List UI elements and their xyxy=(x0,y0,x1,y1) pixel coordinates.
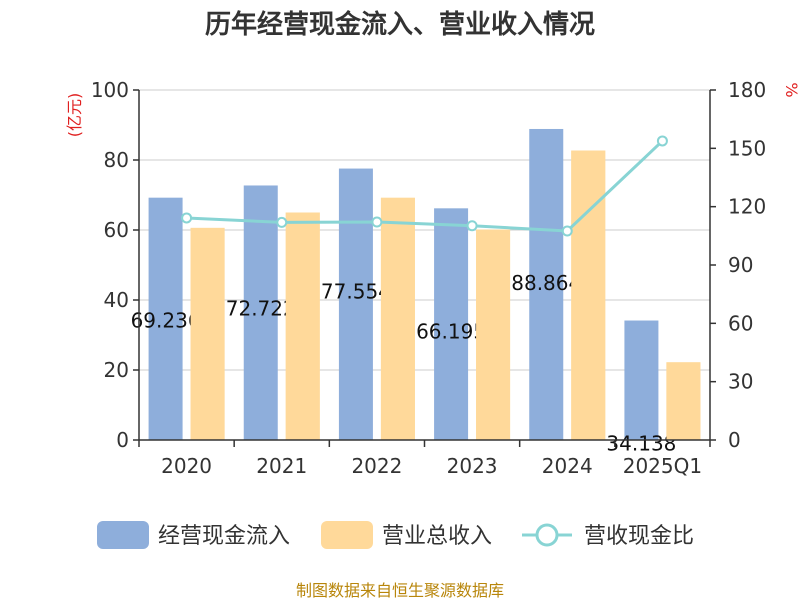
bar-cash-inflow-2022 xyxy=(338,168,373,440)
legend-swatch-ratio-marker xyxy=(535,523,559,547)
ratio-point-2022 xyxy=(371,216,383,228)
gridlines xyxy=(139,89,710,371)
legend: 经营现金流入 营业总收入 营收现金比 xyxy=(97,521,694,549)
ratio-point-2024 xyxy=(561,225,573,237)
legend-swatch-cash-inflow xyxy=(97,521,149,549)
right-tick-label: 60 xyxy=(728,311,753,335)
x-tick-label: 2021 xyxy=(256,454,307,478)
bar-revenue-overlay-2022 xyxy=(380,197,415,440)
left-tick-label: 60 xyxy=(104,218,129,242)
left-tick-label: 0 xyxy=(116,428,129,452)
left-tick-label: 20 xyxy=(104,358,129,382)
ratio-point-2020 xyxy=(181,212,193,224)
bar-cash-inflow-2023 xyxy=(434,208,469,440)
x-tick-label: 2023 xyxy=(447,454,498,478)
chart-title: 历年经营现金流入、营业收入情况 xyxy=(205,9,595,40)
bar-cash-inflow-2024 xyxy=(529,128,564,440)
right-tick-label: 90 xyxy=(728,253,753,277)
data-label-2023: 66.195 xyxy=(416,319,486,343)
right-tick-label: 180 xyxy=(728,78,766,102)
bar-cash-inflow-2025Q1 xyxy=(624,320,659,440)
legend-label-ratio: 营收现金比 xyxy=(584,524,694,549)
ratio-point-2025Q1 xyxy=(656,135,668,147)
data-label-2021: 72.722 xyxy=(226,296,296,320)
ratio-point-2021 xyxy=(276,216,288,228)
bar-revenue-overlay-2021 xyxy=(285,212,320,440)
legend-label-cash-inflow: 经营现金流入 xyxy=(158,524,290,549)
x-tick-label: 2022 xyxy=(351,454,402,478)
data-label-2022: 77.554 xyxy=(321,280,391,304)
ratio-line-path xyxy=(186,139,664,233)
bar-revenue-overlay-2023 xyxy=(476,229,511,440)
left-tick-label: 40 xyxy=(104,288,129,312)
bars xyxy=(148,128,701,441)
x-tick-label: 2025Q1 xyxy=(623,454,702,478)
bar-revenue-overlay-2025Q1 xyxy=(666,362,701,440)
data-labels: 69.236 72.722 77.554 66.195 88.864 34.138 xyxy=(131,150,701,456)
left-tick-label: 100 xyxy=(91,78,129,102)
data-label-2025Q1: 34.138 xyxy=(606,432,676,456)
right-tick-label: 150 xyxy=(728,136,766,160)
data-label-2020: 69.236 xyxy=(131,309,201,333)
right-tick-label: 120 xyxy=(728,195,766,219)
right-tick-label: 0 xyxy=(728,428,741,452)
left-axis-unit: (亿元) xyxy=(65,93,84,138)
left-tick-label: 80 xyxy=(104,148,129,172)
data-label-2024: 88.864 xyxy=(511,271,581,295)
x-tick-label: 2024 xyxy=(542,454,593,478)
source-note: 制图数据来自恒生聚源数据库 xyxy=(296,581,504,600)
x-tick-label: 2020 xyxy=(161,454,212,478)
bar-revenue-overlay-2024 xyxy=(571,150,606,441)
bar-cash-inflow-2021 xyxy=(243,185,278,440)
legend-label-revenue: 营业总收入 xyxy=(382,524,492,549)
bar-cash-inflow-2020 xyxy=(148,197,183,440)
axes: 0 20 40 60 80 100 0 30 60 90 120 150 180 2020 2021 2022… xyxy=(91,78,766,478)
legend-swatch-revenue xyxy=(321,521,373,549)
ratio-point-2023 xyxy=(466,220,478,232)
ratio-line xyxy=(181,135,668,237)
right-tick-label: 30 xyxy=(728,370,753,394)
right-axis-unit: % xyxy=(782,82,800,97)
bar-revenue-overlay-2020 xyxy=(190,227,225,440)
